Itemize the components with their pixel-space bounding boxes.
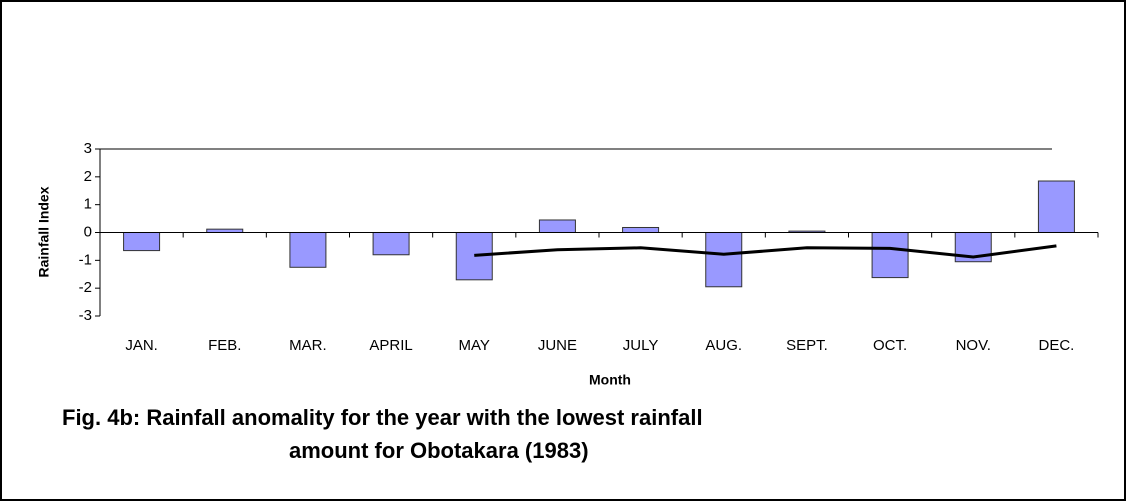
bar: [705, 232, 743, 288]
y-tick-label: 1: [84, 196, 92, 213]
bar: [289, 232, 327, 268]
x-tick-label: JAN.: [125, 337, 158, 354]
x-tick-label: MAR.: [289, 337, 327, 354]
x-tick-label: AUG.: [705, 337, 742, 354]
bar: [1037, 180, 1075, 233]
line: [474, 244, 1057, 259]
y-tick-label: -1: [79, 251, 92, 268]
x-tick-label: JULY: [623, 337, 659, 354]
bar: [123, 232, 161, 252]
bar: [871, 232, 909, 279]
y-tick-label: -2: [79, 279, 92, 296]
bar: [206, 228, 244, 234]
x-tick-label: MAY: [459, 337, 490, 354]
x-tick-label: FEB.: [208, 337, 241, 354]
bar: [538, 219, 576, 234]
y-tick-label: 3: [84, 140, 92, 157]
x-tick-label: NOV.: [956, 337, 991, 354]
x-axis-label: Month: [589, 372, 631, 388]
bar: [372, 232, 410, 256]
x-tick-label: JUNE: [538, 337, 577, 354]
x-tick-label: DEC.: [1038, 337, 1074, 354]
x-tick-label: OCT.: [873, 337, 907, 354]
y-tick-label: -3: [79, 307, 92, 324]
x-tick-label: APRIL: [369, 337, 412, 354]
bar: [622, 226, 660, 234]
y-axis-label: Rainfall Index: [36, 186, 52, 277]
y-tick-label: 0: [84, 223, 92, 240]
chart-title: Fig. 4b: Rainfall anomality for the year…: [62, 405, 703, 430]
x-tick-label: SEPT.: [786, 337, 828, 354]
bar: [455, 232, 493, 281]
y-tick-label: 2: [84, 168, 92, 185]
chart-title: amount for Obotakara (1983): [289, 438, 589, 463]
